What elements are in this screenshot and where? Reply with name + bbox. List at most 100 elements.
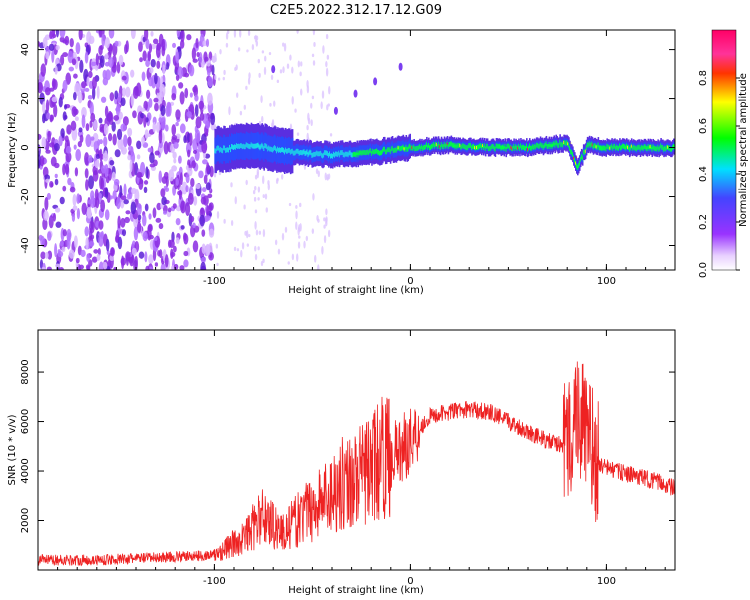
spectrogram-signal-core <box>521 145 523 151</box>
spectrogram-noise-cell <box>158 223 164 230</box>
spectrogram-noise-cell <box>65 145 72 154</box>
spectrogram-noise-cell <box>148 213 152 220</box>
spectrogram-noise-cell <box>329 133 333 137</box>
spectrogram-signal-core <box>489 146 492 151</box>
snr-y-tick-label: 2000 <box>20 508 31 533</box>
spectrogram-noise-cell <box>154 236 158 241</box>
spectrogram-noise-cell <box>62 79 68 92</box>
spectrogram-signal-core <box>361 150 363 156</box>
spectrogram-noise-cell <box>173 141 179 149</box>
spectrogram-signal-core <box>380 150 382 156</box>
spectrogram-noise-cell <box>73 73 78 79</box>
spectrogram-noise-cell <box>73 235 78 248</box>
spectrogram-signal-core <box>374 149 376 155</box>
spectrogram-noise-cell <box>45 99 50 113</box>
spectrogram-noise-cell <box>241 242 245 250</box>
spectrogram-signal-core <box>610 145 612 150</box>
spectrogram-noise-cell <box>54 65 58 75</box>
spectrogram-noise-cell <box>145 166 149 179</box>
spectrogram-signal-core <box>473 144 475 149</box>
spectrogram-noise-cell <box>138 251 145 259</box>
spectrogram-noise-cell <box>183 259 189 268</box>
spectrogram-signal-core <box>656 146 658 152</box>
spectrogram-frame <box>37 29 676 271</box>
spectrogram-noise-cell <box>158 129 163 144</box>
spectrogram-noise-cell <box>299 202 302 208</box>
spectrogram-noise-cell <box>139 57 143 63</box>
spectrogram-noise-cell <box>190 215 195 223</box>
spectrogram-noise-cell <box>74 116 79 122</box>
spectrogram-signal-core <box>479 143 481 149</box>
snr-series-line <box>38 361 675 567</box>
spectrogram-noise-cell <box>155 122 161 134</box>
spectrogram-noise-cell <box>78 127 83 133</box>
spectrogram-signal-core <box>606 143 608 149</box>
spectrogram-signal-core <box>670 146 672 152</box>
spectrogram-noise-cell <box>133 226 139 241</box>
spectrogram-noise-cell <box>147 147 153 153</box>
spectrogram-signal-core <box>643 144 646 150</box>
spectrogram-noise-cell <box>312 193 315 201</box>
spectrogram-signal-core <box>242 143 245 149</box>
spectrogram-signal-core <box>650 144 653 150</box>
spectrogram-blob <box>373 77 378 86</box>
spectrogram-signal-core <box>454 144 457 150</box>
spectrogram-noise-cell <box>114 90 119 100</box>
spectrogram-signal-core <box>262 144 264 150</box>
spectrogram-signal-core <box>559 139 561 145</box>
spectrogram-noise-cell <box>267 183 270 191</box>
spectrogram-noise-cell <box>91 256 98 263</box>
spectrogram-signal-core <box>451 142 454 148</box>
spectrogram-noise-cell <box>202 159 208 165</box>
spectrogram-noise-cell <box>172 203 177 209</box>
spectrogram-noise-cell <box>143 186 148 194</box>
spectrogram-signal-core <box>492 143 495 149</box>
spectrogram-noise-cell <box>262 228 266 238</box>
spectrogram-noise-cell <box>260 95 263 103</box>
spectrogram-signal-core <box>378 149 380 155</box>
spectrogram-signal-core <box>587 142 590 148</box>
snr-frame <box>37 329 676 571</box>
spectrogram-noise-cell <box>71 213 76 222</box>
spectrogram-signal-core <box>331 153 333 159</box>
spectrogram-noise-cell <box>206 67 211 77</box>
spectrogram-signal-core <box>277 146 279 152</box>
spectrogram-signal-core <box>350 152 353 158</box>
spectrogram-noise-cell <box>65 72 72 85</box>
spectrogram-noise-cell <box>61 246 66 253</box>
spectrogram-signal-core <box>501 144 504 150</box>
spectrogram-noise-cell <box>183 135 187 144</box>
spectrogram-noise-cell <box>44 197 49 211</box>
spectrogram-noise-cell <box>38 41 41 47</box>
spectrogram-noise-cell <box>257 197 260 201</box>
spectrogram-noise-cell <box>252 189 256 195</box>
spectrogram-noise-cell <box>142 214 147 227</box>
spectrogram-signal-core <box>311 152 313 158</box>
spectrogram-noise-cell <box>185 185 189 193</box>
spectrogram-noise-cell <box>157 250 161 257</box>
spectrogram-signal-core <box>632 144 635 150</box>
spectrogram-noise-cell <box>313 42 316 47</box>
spectrogram-signal-core <box>565 141 567 147</box>
spectrogram-noise-cell <box>303 240 306 249</box>
spectrogram-noise-cell <box>64 163 70 175</box>
spectrogram-noise-cell <box>274 239 278 246</box>
spectrogram-noise-cell <box>142 50 147 62</box>
spectrogram-signal-core <box>560 142 562 148</box>
colorbar: 0.0 0.2 0.4 0.6 0.8 Normalized spectral ampl… <box>698 29 749 278</box>
spectrogram-noise-cell <box>66 235 71 250</box>
spectrogram-noise-cell <box>111 121 116 132</box>
spectrogram-signal-core <box>627 144 630 150</box>
spectrogram-y-tick-label: 40 <box>20 43 31 56</box>
spectrogram-noise-cell <box>198 40 202 47</box>
spectrogram-signal-core <box>375 149 377 154</box>
spectrogram-noise-cell <box>310 119 313 127</box>
colorbar-tick-label: 0.8 <box>698 70 709 86</box>
spectrogram-noise-cell <box>55 44 60 51</box>
spectrogram-noise-cell <box>233 30 237 38</box>
spectrogram-noise-cell <box>62 185 67 192</box>
spectrogram-noise-cell <box>148 98 153 108</box>
spectrogram-signal-core <box>491 143 494 149</box>
spectrogram-signal-core <box>580 154 583 160</box>
